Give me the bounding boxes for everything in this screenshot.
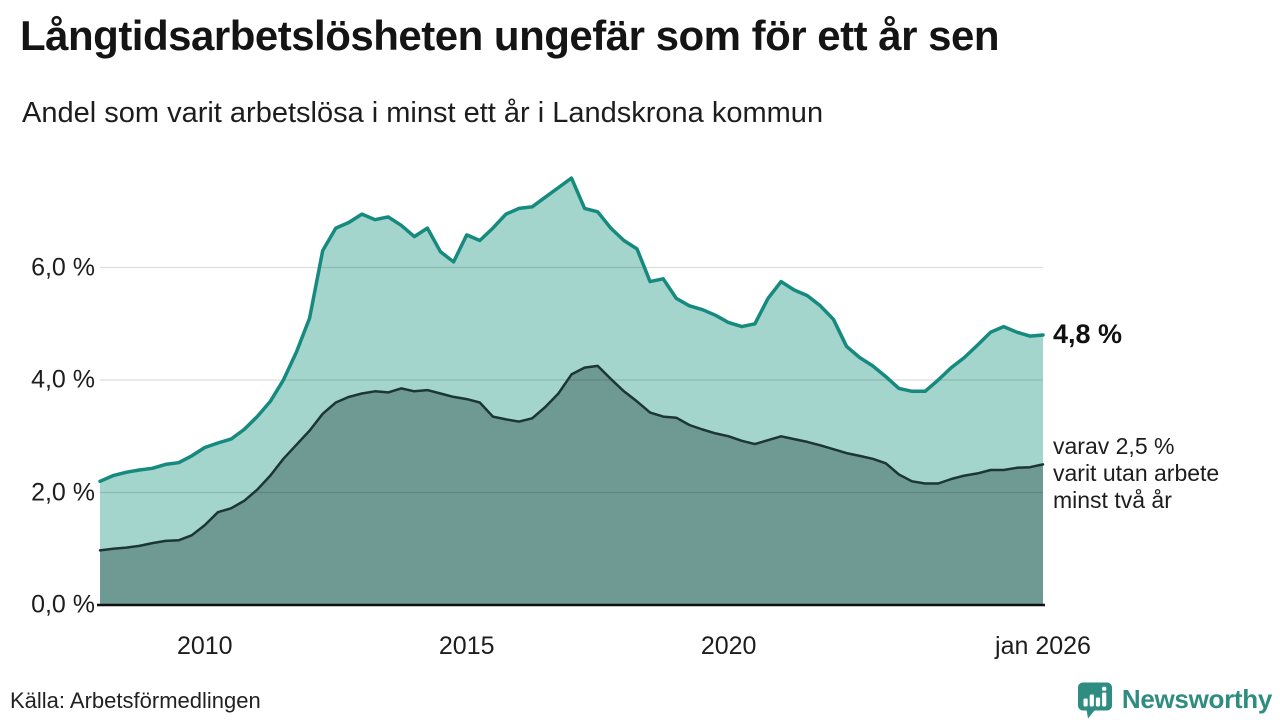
y-tick-label: 2,0 % <box>31 478 95 506</box>
x-tick-label: 2020 <box>700 632 757 660</box>
newsworthy-logo-icon <box>1077 682 1112 719</box>
secondary-series-annotation: varav 2,5 % varit utan arbete minst två … <box>1053 433 1220 513</box>
line-series-1 <box>98 364 1045 552</box>
y-tick-label: 4,0 % <box>31 365 95 394</box>
source-note: Källa: Arbetsförmedlingen <box>10 688 261 713</box>
latest-value-annotation: 4,8 % <box>1053 319 1123 349</box>
page-title: Långtidsarbetslösheten ungefär som för e… <box>20 12 1000 59</box>
newsworthy-brand: Newsworthy <box>1075 679 1272 720</box>
y-tick-label: 0,0 % <box>31 590 95 619</box>
y-tick-label: 6,0 % <box>31 253 95 281</box>
area-series-1 <box>100 365 1043 605</box>
x-tick-label: jan 2026 <box>995 632 1091 660</box>
line-series-0 <box>98 176 1045 484</box>
chart-subtitle: Andel som varit arbetslösa i minst ett å… <box>22 97 824 129</box>
x-tick-label: 2010 <box>176 632 233 660</box>
x-tick-label: 2015 <box>438 632 495 660</box>
newsworthy-wordmark: Newsworthy <box>1121 684 1272 714</box>
